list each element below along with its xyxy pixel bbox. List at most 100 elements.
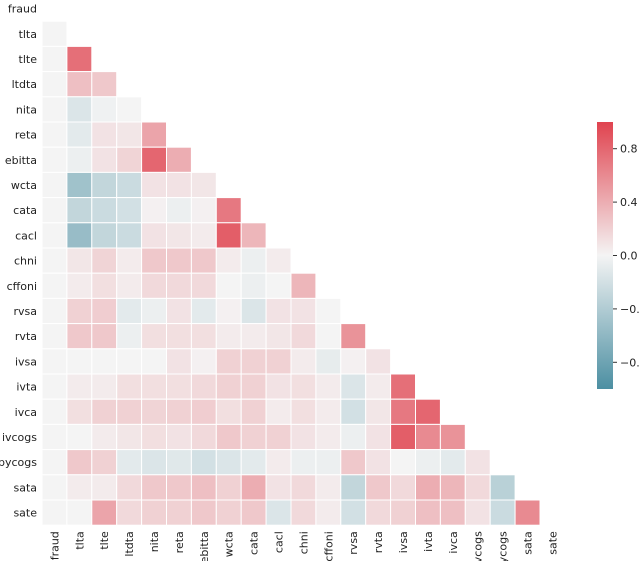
heatmap-cell (116, 272, 143, 299)
heatmap-cell (141, 499, 168, 526)
heatmap-cell (489, 499, 516, 526)
heatmap-cell (41, 71, 68, 98)
heatmap-cell (240, 247, 267, 274)
heatmap-cell (240, 222, 267, 249)
heatmap-cell (265, 449, 292, 476)
x-tick-label: chni (297, 531, 310, 554)
heatmap-cell (190, 247, 217, 274)
heatmap-cell (415, 474, 441, 501)
heatmap-cell (116, 222, 143, 249)
x-tick-label: ivca (447, 531, 460, 553)
heatmap-cell (141, 121, 168, 148)
heatmap-cell (265, 297, 292, 325)
heatmap-cell (315, 474, 342, 501)
heatmap-cell (464, 499, 491, 526)
colorbar-tick-label: 0.4 (620, 196, 638, 209)
heatmap-cell (41, 121, 68, 148)
x-tick-label: ebitta (198, 531, 211, 561)
heatmap-cell (290, 398, 317, 425)
heatmap-cell (116, 499, 143, 526)
heatmap-cell (514, 499, 541, 526)
heatmap-cell (141, 297, 168, 325)
y-tick-label: tlta (19, 28, 37, 41)
y-tick-label: tlte (19, 53, 38, 66)
heatmap-cell (215, 499, 242, 526)
heatmap-cell (141, 423, 168, 451)
heatmap-cell (116, 247, 143, 274)
heatmap-cell (66, 499, 93, 526)
y-tick-label: pycogs (0, 456, 37, 469)
y-tick-label: reta (15, 129, 37, 142)
heatmap-cell (415, 398, 441, 425)
heatmap-cell (91, 449, 118, 476)
heatmap-cell (41, 323, 68, 350)
heatmap-cell (91, 297, 118, 325)
heatmap-cell (240, 423, 267, 451)
heatmap-cell (489, 474, 516, 501)
heatmap-cell (66, 423, 93, 451)
heatmap-cell (415, 499, 441, 526)
heatmap-cell (91, 222, 118, 249)
heatmap-cell (265, 323, 292, 350)
heatmap-cell (66, 96, 93, 123)
heatmap-cell (41, 297, 68, 325)
y-tick-label: nita (16, 103, 37, 116)
heatmap-cell (464, 449, 491, 476)
heatmap-cell (116, 423, 143, 451)
heatmap-cell (265, 348, 292, 375)
heatmap-cell (290, 449, 317, 476)
heatmap-cell (166, 449, 192, 476)
heatmap-cell (439, 449, 466, 476)
heatmap-cell (116, 171, 143, 199)
heatmap-cell (365, 474, 392, 501)
y-tick-labels: fraud tlta tlte ltdta nita reta ebitta wcta cata… (0, 3, 37, 520)
heatmap-cell (116, 449, 143, 476)
heatmap-cell (240, 474, 267, 501)
heatmap-cell (166, 297, 192, 325)
heatmap-cell (91, 96, 118, 123)
heatmap-cell (290, 272, 317, 299)
heatmap-cell (141, 272, 168, 299)
heatmap-cell (166, 272, 192, 299)
heatmap-cell (265, 247, 292, 274)
y-tick-label: sate (13, 507, 37, 520)
heatmap-cell (340, 499, 367, 526)
heatmap-cell (66, 222, 93, 249)
heatmap-cell (290, 499, 317, 526)
heatmap-cell (290, 373, 317, 400)
heatmap-cell (166, 171, 192, 199)
heatmap-cell (166, 146, 192, 173)
heatmap-cell (66, 171, 93, 199)
heatmap-cell (91, 272, 118, 299)
heatmap-cell (365, 499, 392, 526)
y-tick-label: cacl (15, 229, 37, 242)
heatmap-cell (166, 474, 192, 501)
heatmap-cell (141, 449, 168, 476)
heatmap-cell (41, 272, 68, 299)
heatmap-cell (66, 398, 93, 425)
heatmap-cell (116, 146, 143, 173)
heatmap-cell (141, 474, 168, 501)
heatmap-cell (315, 323, 342, 350)
heatmap-cell (66, 449, 93, 476)
heatmap-cell (315, 398, 342, 425)
heatmap-cell (91, 423, 118, 451)
heatmap-cell (215, 222, 242, 249)
heatmap-cell (141, 373, 168, 400)
heatmap-cell (340, 423, 367, 451)
heatmap-cell (66, 297, 93, 325)
heatmap-cell (190, 222, 217, 249)
heatmap-cell (91, 499, 118, 526)
colorbar-tick-label: 0.8 (620, 143, 638, 156)
heatmap-cell (290, 474, 317, 501)
heatmap-cell (415, 423, 441, 451)
heatmap-cell (166, 323, 192, 350)
y-tick-label: cffoni (7, 280, 37, 293)
heatmap-cell (265, 373, 292, 400)
heatmap-cell (215, 323, 242, 350)
colorbar: 0.8 0.4 0.0 −0.4 −0.8 (597, 122, 640, 389)
heatmap-cell (166, 222, 192, 249)
heatmap-cell (215, 247, 242, 274)
heatmap-cell (215, 373, 242, 400)
